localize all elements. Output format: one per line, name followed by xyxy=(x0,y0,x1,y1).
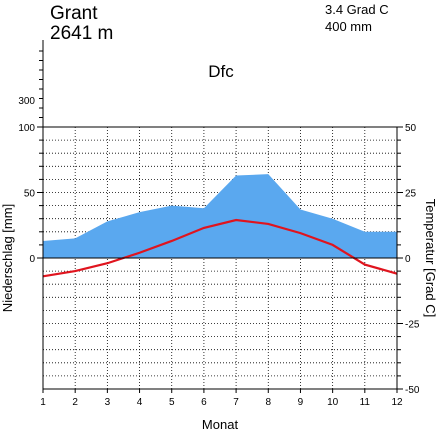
mean-temperature: 3.4 Grad C xyxy=(325,2,389,17)
month-tick-label: 3 xyxy=(105,397,111,408)
temperature-tick-label: 50 xyxy=(405,123,417,134)
station-name: Grant xyxy=(50,3,98,24)
temperature-tick-label: -50 xyxy=(405,385,420,396)
month-tick-label: 10 xyxy=(327,397,339,408)
temperature-tick-label: 25 xyxy=(405,189,417,200)
month-tick-label: 9 xyxy=(298,397,304,408)
station-elevation: 2641 m xyxy=(50,23,113,44)
month-tick-label: 11 xyxy=(360,397,371,408)
temperature-tick-label: -25 xyxy=(405,320,420,331)
month-tick-label: 1 xyxy=(40,397,46,408)
y-axis-title-right: Temperatur [Grad C] xyxy=(423,199,437,318)
annual-precipitation: 400 mm xyxy=(325,19,372,34)
month-tick-label: 7 xyxy=(233,397,239,408)
precip-tick-label: 100 xyxy=(18,123,35,134)
temperature-tick-label: 0 xyxy=(405,254,411,265)
climate-class: Dfc xyxy=(208,62,234,81)
month-tick-label: 5 xyxy=(169,397,175,408)
precip-tick-label: 50 xyxy=(24,189,36,200)
month-tick-label: 2 xyxy=(72,397,78,408)
month-tick-label: 6 xyxy=(201,397,207,408)
month-tick-label: 12 xyxy=(391,397,403,408)
y-axis-title-left: Niederschlag [mm] xyxy=(0,204,15,312)
precip-tick-label: 0 xyxy=(29,254,35,265)
month-tick-label: 8 xyxy=(265,397,271,408)
x-axis-title: Monat xyxy=(202,417,239,430)
precipitation-series xyxy=(42,174,398,258)
temperature-line xyxy=(42,218,398,278)
precipitation-area xyxy=(43,174,397,258)
precip-tick-label-compressed: 300 xyxy=(18,96,35,107)
month-tick-label: 4 xyxy=(137,397,143,408)
axes xyxy=(37,40,403,393)
